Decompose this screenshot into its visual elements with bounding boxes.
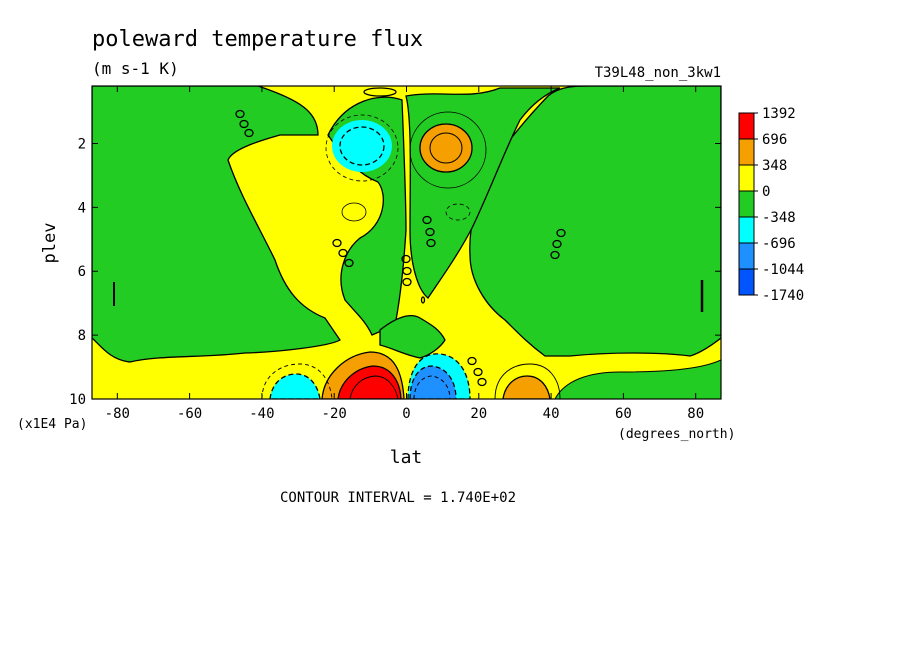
contour-interval: CONTOUR INTERVAL = 1.740E+02	[280, 490, 516, 506]
y-tick-label: 8	[78, 328, 86, 344]
colorbar-swatch	[738, 112, 755, 140]
region-negative-north	[469, 86, 721, 357]
colorbar-swatch	[738, 164, 755, 192]
region-blue-low	[409, 365, 457, 399]
chart-title: poleward temperature flux	[92, 27, 423, 52]
colorbar-swatch	[738, 138, 755, 166]
colorbar-swatch	[738, 190, 755, 218]
x-tick-label: 80	[687, 406, 704, 422]
zero-contour-labels	[113, 87, 704, 387]
x-tick-label: 60	[615, 406, 632, 422]
x-tick-label: 20	[470, 406, 487, 422]
colorbar-swatch	[738, 216, 755, 244]
y-tick-label: 4	[78, 200, 86, 216]
region-negative-south	[92, 86, 341, 363]
colorbar-label: -696	[762, 236, 796, 252]
colorbar-swatch	[738, 242, 755, 270]
y-axis-units: (x1E4 Pa)	[17, 417, 87, 432]
y-axis: 2 4 6 8 10	[69, 136, 721, 408]
colorbar-label: 696	[762, 132, 787, 148]
region-orange-upper	[419, 123, 473, 173]
region-cyan-upper	[332, 120, 392, 172]
x-tick-label: -60	[177, 406, 202, 422]
y-tick-label: 10	[69, 392, 86, 408]
x-tick-label: 40	[543, 406, 560, 422]
contour-field	[92, 86, 721, 399]
x-tick-label: -20	[322, 406, 347, 422]
colorbar-label: -1740	[762, 288, 804, 304]
run-label: T39L48_non_3kw1	[595, 65, 721, 81]
colorbar: 1392 696 348 0 -348 -696 -1044 -1740	[738, 106, 804, 304]
y-axis-label: plev	[40, 223, 60, 264]
colorbar-label: 0	[762, 184, 770, 200]
region-negative-bottom-right	[554, 359, 721, 399]
y-tick-label: 6	[78, 264, 86, 280]
x-tick-label: 0	[402, 406, 410, 422]
region-negative-equator-low	[379, 315, 446, 359]
y-tick-label: 2	[78, 136, 86, 152]
colorbar-label: 348	[762, 158, 787, 174]
x-axis: -80 -60 -40 -20 0 20 40 60 80	[105, 86, 704, 422]
x-tick-label: -80	[105, 406, 130, 422]
x-axis-units: (degrees_north)	[618, 427, 735, 442]
chart-units: (m s-1 K)	[92, 59, 179, 78]
colorbar-label: 1392	[762, 106, 796, 122]
x-tick-label: -40	[249, 406, 274, 422]
colorbar-label: -1044	[762, 262, 804, 278]
region-red-low	[337, 365, 402, 399]
colorbar-swatch	[738, 268, 755, 296]
colorbar-label: -348	[762, 210, 796, 226]
x-axis-label: lat	[390, 447, 423, 468]
region-orange-bottom-right	[502, 375, 551, 399]
region-cyan-bottom-left	[269, 373, 321, 399]
